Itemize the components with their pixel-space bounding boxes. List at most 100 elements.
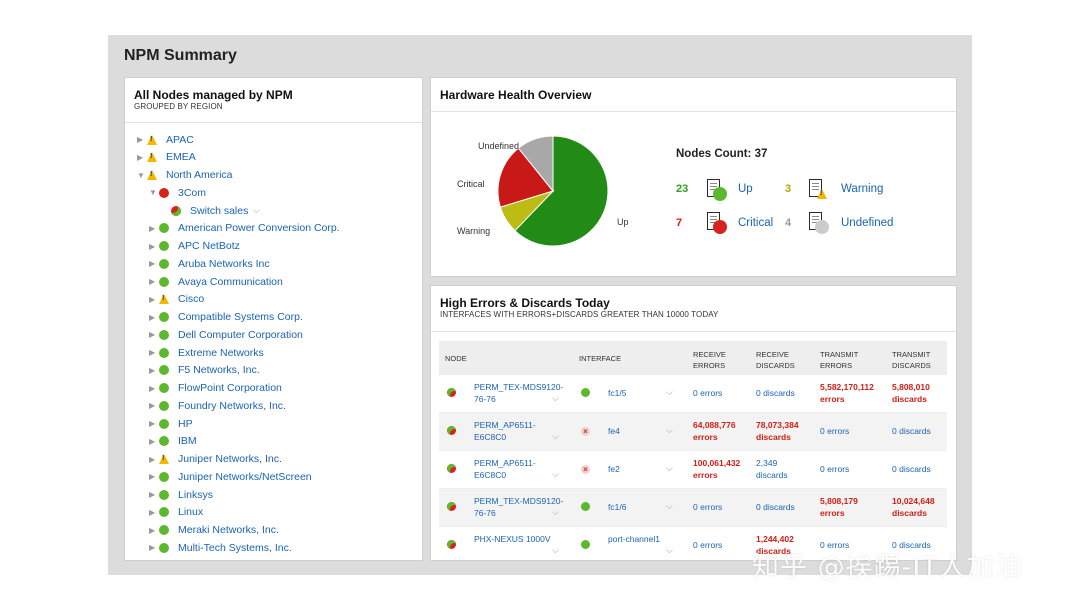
node-name-link[interactable]: PERM_TEX-MDS9120- 76-76 [474,495,563,519]
tree-node-label: APAC [166,133,194,146]
table-row[interactable]: PERM_AP6511- E6C8C0 ⌵ × fe4 ⌵ 64,088,776 errors… [439,413,947,451]
tree-node[interactable]: ▶ Dell Computer Corporation [149,326,303,343]
tree-node[interactable]: ▶ APAC [137,131,194,148]
expand-icon[interactable]: ▶ [149,312,156,322]
tree-node[interactable]: ▼ 3Com [149,184,206,201]
tree-node[interactable]: ▶ Juniper Networks/NetScreen [149,468,312,485]
status-icon-slot [159,329,175,340]
interface-chevron-down-icon[interactable]: ⌵ [666,501,673,511]
tree-node[interactable]: ▶ FlowPoint Corporation [149,380,282,397]
tree-node[interactable]: ▶ American Power Conversion Corp. [149,220,340,237]
col-receive-discards[interactable]: RECEIVE DISCARDS [756,349,795,371]
chevron-down-icon[interactable]: ⌵ [253,205,260,215]
node-chevron-down-icon[interactable]: ⌵ [552,393,559,403]
expand-icon[interactable]: ▶ [149,525,156,535]
table-row[interactable]: PERM_TEX-MDS9120- 76-76 ⌵ fc1/6 ⌵ 0 errors 0 d… [439,489,947,527]
expand-icon[interactable]: ▶ [149,419,156,428]
interface-link[interactable]: port-channel1 [608,534,660,544]
interface-chevron-down-icon[interactable]: ⌵ [666,387,673,397]
node-chevron-down-icon[interactable]: ⌵ [552,545,559,555]
tree-node[interactable]: ▶ F5 Networks, Inc. [149,362,260,379]
expand-icon[interactable]: ▶ [149,383,156,393]
expand-icon[interactable]: ▶ [149,330,156,340]
interface-chevron-down-icon[interactable]: ⌵ [666,425,673,435]
col-transmit-errors[interactable]: TRANSMIT ERRORS [820,349,858,371]
table-row[interactable]: PERM_TEX-MDS9120- 76-76 ⌵ fc1/5 ⌵ 0 errors 0 d… [439,375,947,413]
tree-node[interactable]: ▶ Extreme Networks [149,344,264,361]
expand-icon[interactable]: ▶ [149,241,156,251]
expand-icon[interactable]: ▶ [149,294,156,304]
expand-icon[interactable]: ▶ [149,223,156,233]
expand-icon[interactable]: ▶ [149,454,156,464]
table-row[interactable]: PERM_AP6511- E6C8C0 ⌵ × fe2 ⌵ 100,061,432 error… [439,451,947,489]
tree-node[interactable]: ▶ Aruba Networks Inc [149,255,270,272]
tree-node-label: Extreme Networks [178,346,264,359]
transmit-discards-value: 5,808,010 discards [892,381,930,405]
collapse-icon[interactable]: ▼ [149,188,157,198]
col-receive-errors[interactable]: RECEIVE ERRORS [693,349,726,371]
tree-node[interactable]: ▶ Juniper Networks, Inc. [149,451,282,468]
expand-icon[interactable]: ▶ [149,507,156,517]
tree-node[interactable]: ▶ Linux [149,504,203,521]
status-up-icon [159,400,169,411]
interface-link[interactable]: fe4 [608,426,620,436]
pie-slice-undefined[interactable] [517,135,554,193]
stat-critical-label[interactable]: Critical [738,217,774,229]
transmit-errors-value-line: 5,808,179 [820,496,858,506]
interface-link[interactable]: fc1/5 [608,388,627,398]
pie-slice-up[interactable] [514,135,609,247]
node-name-link[interactable]: PHX-NEXUS 1000V [474,533,551,545]
tree-node-label: Linksys [178,488,214,501]
stat-warning-label[interactable]: Warning [841,183,884,195]
node-chevron-down-icon[interactable]: ⌵ [552,431,559,441]
status-icon-slot [159,276,175,287]
stat-undefined-label[interactable]: Undefined [841,217,894,229]
interface-link[interactable]: fe2 [608,464,620,474]
tree-node[interactable]: ▶ Multi-Tech Systems, Inc. [149,539,292,556]
interface-link[interactable]: fc1/6 [608,502,627,512]
tree-node[interactable]: ▶ Cisco [149,291,204,308]
tree-node[interactable]: ▶ Compatible Systems Corp. [149,309,303,326]
expand-icon[interactable]: ▶ [149,490,156,499]
col-transmit-discards[interactable]: TRANSMIT DISCARDS [892,349,931,371]
tree-node[interactable]: ▶ HP [149,415,193,432]
expand-icon[interactable]: ▶ [137,152,144,162]
tree-node-label: North America [166,169,233,181]
expand-icon[interactable]: ▶ [149,365,156,375]
tree-node[interactable]: ▶ APC NetBotz [149,238,240,255]
interface-chevron-down-icon[interactable]: ⌵ [666,463,673,473]
tree-node[interactable]: ▶ EMEA [137,149,196,166]
col-node[interactable]: NODE [445,354,467,363]
tree-node[interactable]: ▶ Linksys [149,486,213,503]
col-interface[interactable]: INTERFACE [579,354,622,363]
node-chevron-down-icon[interactable]: ⌵ [552,469,559,479]
collapse-icon[interactable]: ▼ [137,170,145,180]
node-name-link[interactable]: PERM_AP6511- E6C8C0 [474,419,536,443]
expand-icon[interactable]: ▶ [149,348,156,357]
pie-slice-critical[interactable] [497,147,554,208]
col-receive-errors-line1: RECEIVE [693,350,726,359]
interface-chevron-down-icon[interactable]: ⌵ [666,545,673,555]
expand-icon[interactable]: ▶ [149,259,156,269]
tree-node[interactable]: ▼ North America [137,167,233,184]
expand-icon[interactable]: ▶ [149,277,156,286]
tree-node[interactable]: Switch sales ⌵ [161,202,259,219]
status-up-icon [159,489,169,500]
expand-icon[interactable]: ▶ [137,135,144,144]
expand-icon[interactable]: ▶ [149,543,156,553]
tree-node[interactable]: ▶ Meraki Networks, Inc. [149,522,279,539]
tree-node[interactable]: ▶ IBM [149,433,197,450]
stat-up-label[interactable]: Up [738,183,753,195]
table-row[interactable]: PHX-NEXUS 1000V ⌵ port-channel1 ⌵ 0 errors 1,… [439,527,947,560]
tree-node-label: Dell Computer Corporation [178,328,303,341]
tree-node[interactable]: ▶ Foundry Networks, Inc. [149,397,286,414]
receive-errors-value: 100,061,432 errors [693,457,740,481]
expand-icon[interactable]: ▶ [149,401,156,411]
tree-node[interactable]: ▶ Avaya Communication [149,273,283,290]
transmit-errors-value: 5,582,170,112 errors [820,381,874,405]
expand-icon[interactable]: ▶ [149,472,156,482]
node-chevron-down-icon[interactable]: ⌵ [552,507,559,517]
node-name-link[interactable]: PERM_AP6511- E6C8C0 [474,457,536,481]
node-name-link[interactable]: PERM_TEX-MDS9120- 76-76 [474,381,563,405]
expand-icon[interactable]: ▶ [149,436,156,446]
